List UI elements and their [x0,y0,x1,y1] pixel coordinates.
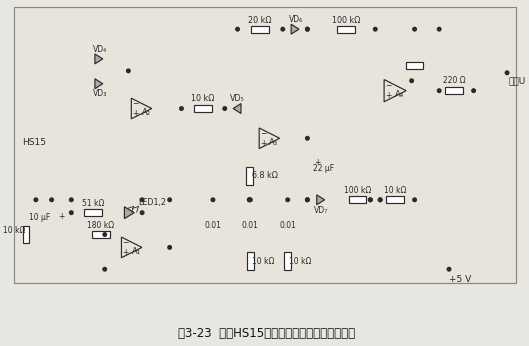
Circle shape [103,267,106,271]
Text: VD₆: VD₆ [288,15,303,24]
Text: 180 kΩ: 180 kΩ [87,221,114,230]
Circle shape [168,246,171,249]
Circle shape [373,27,377,31]
Bar [284,252,291,270]
Circle shape [306,27,309,31]
Text: 0.01: 0.01 [242,221,259,230]
Bar [251,26,269,33]
Circle shape [140,198,144,202]
Text: VD₇: VD₇ [314,206,328,215]
Text: 输出U: 输出U [508,76,525,85]
Text: 20 kΩ: 20 kΩ [249,16,272,25]
Text: +5 V: +5 V [449,275,471,284]
Circle shape [378,198,382,202]
Bar [406,62,423,69]
Polygon shape [95,54,103,64]
Text: 220 Ω: 220 Ω [443,76,466,85]
Circle shape [447,267,451,271]
Circle shape [378,198,382,202]
Circle shape [413,27,416,31]
Bar [386,196,404,203]
Polygon shape [233,103,241,113]
Bar [349,196,367,203]
Circle shape [505,71,509,75]
Circle shape [369,198,372,202]
Text: A₃: A₃ [269,138,278,147]
Text: +: + [58,212,65,221]
Text: −: − [122,238,129,247]
Text: 10 kΩ: 10 kΩ [191,94,215,103]
Text: 22 µF: 22 µF [313,164,334,173]
Text: 10 kΩ: 10 kΩ [384,186,406,195]
Text: −: − [260,129,266,138]
Bar [337,26,354,33]
Circle shape [369,198,372,202]
Text: +: + [385,91,391,100]
Text: VD₅: VD₅ [230,94,245,103]
Text: HS15: HS15 [22,138,46,147]
Polygon shape [291,24,299,34]
Circle shape [50,198,53,202]
Bar [23,226,30,244]
Text: 10 kΩ: 10 kΩ [252,257,275,266]
Circle shape [306,136,309,140]
Circle shape [34,198,38,202]
Text: 100 kΩ: 100 kΩ [344,186,371,195]
Circle shape [69,211,73,215]
Text: VD₄: VD₄ [93,45,107,55]
Circle shape [286,198,289,202]
Text: 10 kΩ: 10 kΩ [289,257,312,266]
Text: +: + [132,109,139,118]
Circle shape [281,27,285,31]
Bar [246,167,253,185]
Text: 51 kΩ: 51 kΩ [82,199,104,208]
Circle shape [413,198,416,202]
Bar [247,252,254,270]
Circle shape [249,198,252,202]
Circle shape [437,89,441,92]
Text: +: + [260,139,266,148]
Circle shape [223,107,226,110]
Circle shape [168,198,171,202]
Text: 0.01: 0.01 [279,221,296,230]
Text: +: + [122,248,129,257]
Bar [194,105,212,112]
Text: 0.01: 0.01 [205,221,221,230]
Circle shape [69,198,73,202]
Bar [92,231,110,238]
Circle shape [211,198,215,202]
Circle shape [306,27,309,31]
Circle shape [236,27,239,31]
Text: 100 kΩ: 100 kΩ [332,16,360,25]
Text: 10 kΩ: 10 kΩ [3,226,25,235]
Circle shape [306,198,309,202]
Text: 6.8 kΩ: 6.8 kΩ [252,172,278,181]
Text: 图3-23  采用HS15湿敏传感器的测湿电路原理图: 图3-23 采用HS15湿敏传感器的测湿电路原理图 [178,327,354,340]
Circle shape [180,107,183,110]
Circle shape [103,233,106,236]
Bar [84,209,102,216]
Circle shape [472,89,476,92]
Text: +: + [314,158,321,167]
Text: VD₃: VD₃ [93,89,107,98]
Polygon shape [317,195,325,205]
Text: A₁: A₁ [132,247,141,256]
Polygon shape [95,79,103,89]
Circle shape [410,79,414,83]
Text: A₄: A₄ [395,90,405,99]
Polygon shape [124,207,134,219]
Circle shape [248,198,251,202]
Bar [14,7,516,283]
Text: −: − [385,81,391,90]
Circle shape [437,27,441,31]
Circle shape [126,69,130,73]
Text: −: − [132,99,139,108]
Circle shape [306,198,309,202]
Bar [445,87,463,94]
Circle shape [140,211,144,215]
Text: LED1,2: LED1,2 [138,198,166,207]
Text: A₂: A₂ [142,108,151,117]
Text: 10 µF: 10 µF [29,213,50,222]
Circle shape [248,198,251,202]
